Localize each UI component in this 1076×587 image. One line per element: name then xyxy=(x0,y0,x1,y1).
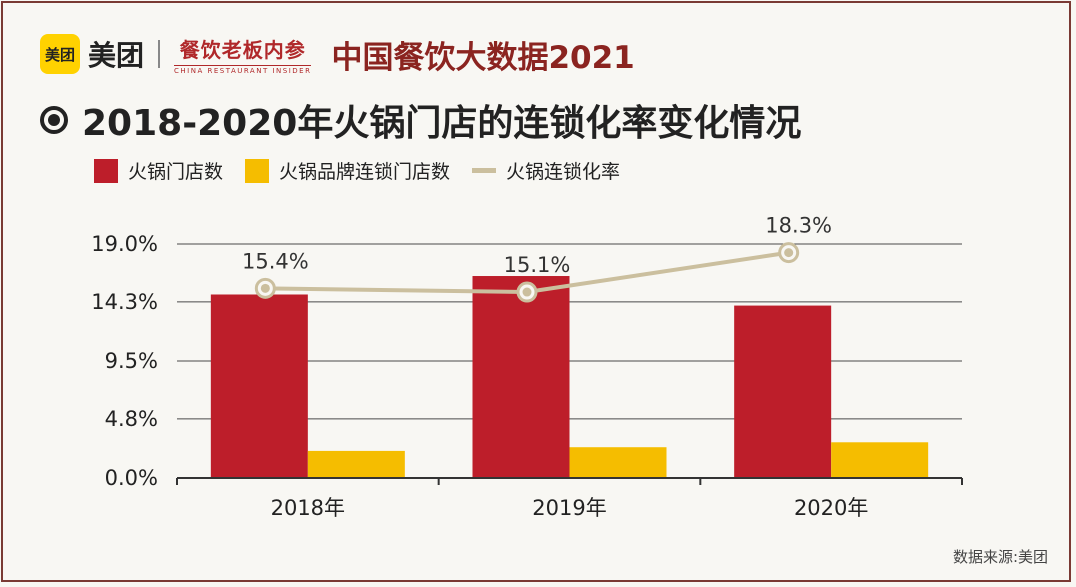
header: 美团 美团 餐饮老板内参 CHINA RESTAURANT INSIDER 中国… xyxy=(40,32,635,76)
partner-logo: 餐饮老板内参 CHINA RESTAURANT INSIDER xyxy=(174,34,312,75)
bar-total-stores xyxy=(210,294,308,478)
report-title: 中国餐饮大数据2021 xyxy=(331,39,635,76)
x-tick-label: 2020年 xyxy=(794,496,868,520)
chain-rate-label: 15.4% xyxy=(242,249,309,273)
x-tick-label: 2018年 xyxy=(271,496,345,520)
partner-name-cn: 餐饮老板内参 xyxy=(179,37,306,62)
y-tick-label: 19.0% xyxy=(91,232,158,256)
legend-item-chain-stores: 火锅品牌连锁门店数 xyxy=(245,157,450,184)
y-tick-label: 14.3% xyxy=(91,290,158,314)
chain-rate-label: 18.3% xyxy=(765,214,832,238)
chain-rate-marker-dot xyxy=(522,287,532,297)
brand-name: 美团 xyxy=(88,39,145,72)
bar-chain-stores xyxy=(307,450,405,478)
bar-total-stores xyxy=(734,305,832,478)
chain-rate-marker-dot xyxy=(784,248,794,258)
y-tick-label: 4.8% xyxy=(105,407,158,431)
chart-title: 2018-2020年火锅门店的连锁化率变化情况 xyxy=(82,103,802,144)
y-tick-label: 9.5% xyxy=(105,349,158,373)
bar-total-stores xyxy=(472,276,570,478)
chain-rate-label: 15.1% xyxy=(504,253,571,277)
legend: 火锅门店数 火锅品牌连锁门店数 火锅连锁化率 xyxy=(94,157,642,184)
x-tick-label: 2019年 xyxy=(532,496,606,520)
meituan-logo: 美团 xyxy=(40,34,80,74)
legend-label-chain-stores: 火锅品牌连锁门店数 xyxy=(279,161,451,183)
bar-chain-stores xyxy=(569,447,667,478)
title-row: 2018-2020年火锅门店的连锁化率变化情况 xyxy=(40,94,801,146)
header-divider xyxy=(158,40,161,68)
y-tick-label: 0.0% xyxy=(105,466,158,490)
legend-swatch-chain-stores xyxy=(245,158,270,183)
legend-swatch-total-stores xyxy=(94,158,118,183)
legend-label-chain-rate: 火锅连锁化率 xyxy=(506,161,621,183)
chain-rate-marker-dot xyxy=(260,283,270,293)
legend-swatch-chain-rate xyxy=(472,168,497,173)
target-bullet-icon xyxy=(40,106,68,134)
logo-mark-text: 美团 xyxy=(44,45,75,64)
legend-label-total-stores: 火锅门店数 xyxy=(128,161,224,183)
partner-name-en: CHINA RESTAURANT INSIDER xyxy=(174,64,312,75)
legend-item-total-stores: 火锅门店数 xyxy=(94,157,223,184)
source-note: 数据来源:美团 xyxy=(952,548,1048,566)
bar-chain-stores xyxy=(831,442,929,478)
legend-item-chain-rate: 火锅连锁化率 xyxy=(472,157,620,184)
